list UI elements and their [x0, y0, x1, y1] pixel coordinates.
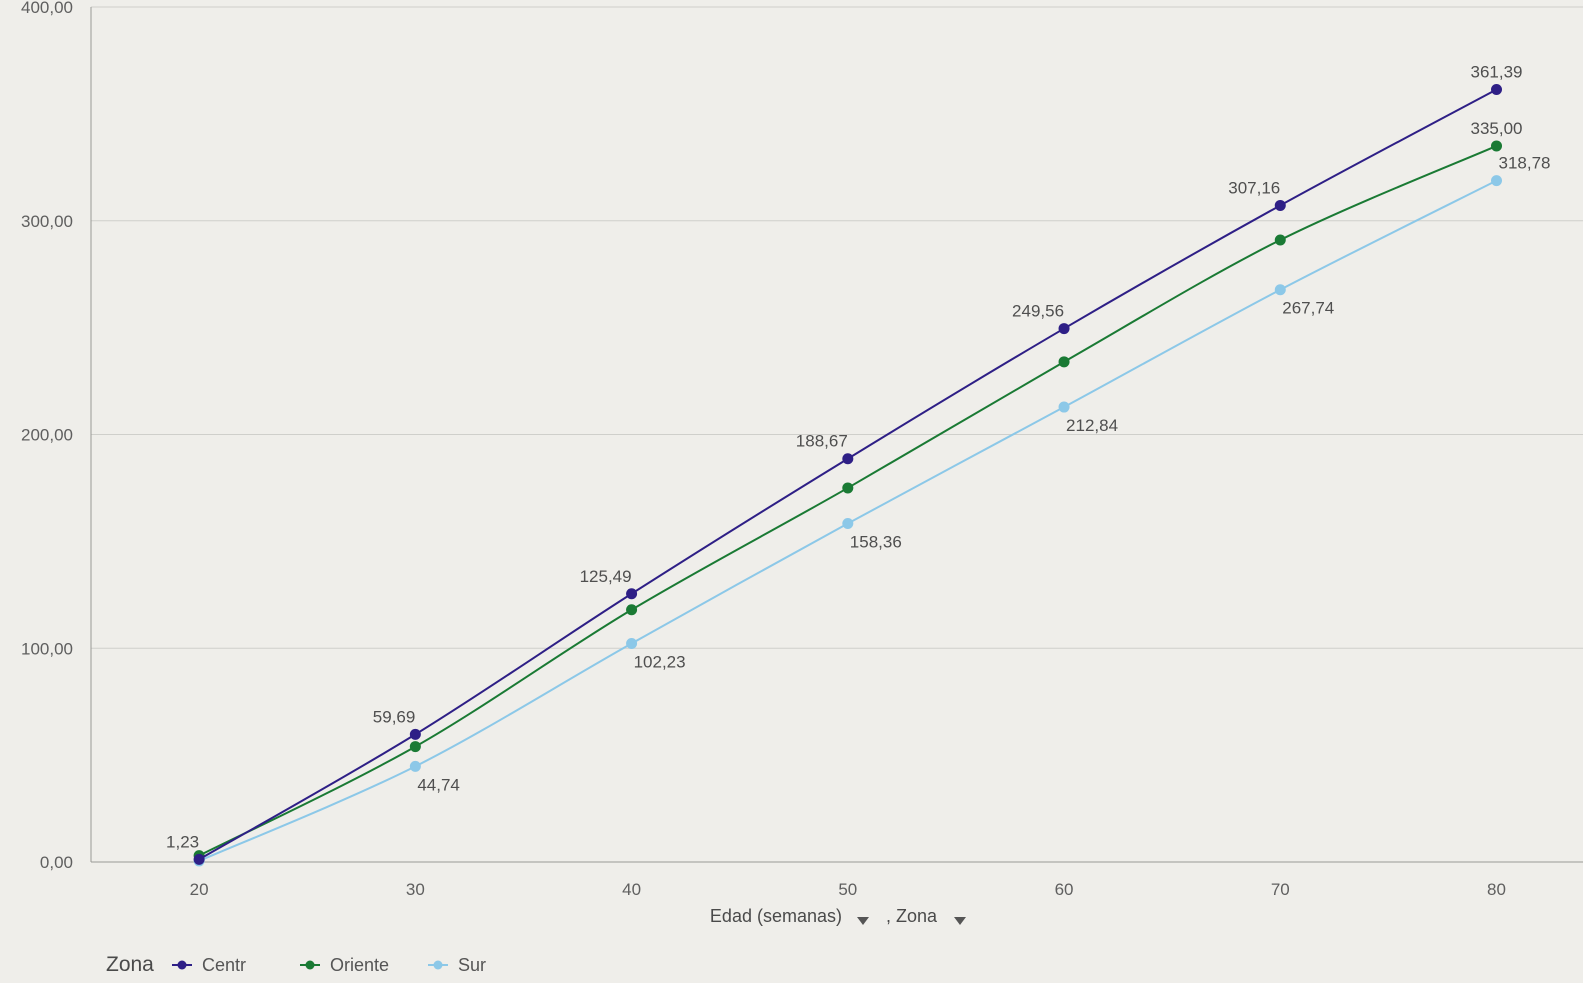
series-line-oriente [198, 145, 1497, 857]
data-point-sur[interactable] [1058, 401, 1070, 413]
data-point-oriente[interactable] [842, 482, 854, 494]
chevron-down-icon[interactable] [954, 917, 966, 925]
legend-marker-centr [177, 960, 187, 970]
x-axis-title-edad[interactable]: Edad (semanas) [710, 906, 842, 926]
series-line-centr [198, 88, 1497, 861]
data-point-centr[interactable] [626, 588, 638, 600]
y-tick-label: 0,00 [40, 853, 73, 872]
data-label-oriente: 335,00 [1471, 119, 1523, 138]
legend-item-centr[interactable]: Centr [172, 955, 246, 975]
data-label-sur: 318,78 [1499, 154, 1551, 173]
data-point-centr[interactable] [842, 453, 854, 465]
x-tick-label: 40 [622, 880, 641, 899]
data-label-centr: 125,49 [580, 567, 632, 586]
data-label-sur: 44,74 [417, 775, 460, 794]
data-point-sur[interactable] [626, 637, 638, 649]
y-tick-label: 400,00 [21, 0, 73, 17]
y-tick-label: 300,00 [21, 212, 73, 231]
legend: Zona Centr Oriente Sur [106, 953, 486, 976]
legend-item-oriente[interactable]: Oriente [300, 955, 389, 975]
data-label-sur: 267,74 [1282, 299, 1334, 318]
data-labels: 1,23 59,69 125,49 188,67 249,56 307,16 361,39 3… [166, 63, 1550, 852]
data-point-centr[interactable] [409, 728, 421, 740]
y-tick-label: 100,00 [21, 639, 73, 658]
data-label-centr: 188,67 [796, 432, 848, 451]
chevron-down-icon[interactable] [857, 917, 869, 925]
data-point-oriente[interactable] [1274, 234, 1286, 246]
data-label-centr: 361,39 [1471, 63, 1523, 82]
data-point-sur[interactable] [842, 518, 854, 530]
data-point-oriente[interactable] [409, 741, 421, 753]
legend-marker-oriente [305, 960, 315, 970]
x-tick-label: 30 [406, 880, 425, 899]
x-tick-label: 80 [1487, 880, 1506, 899]
data-point-oriente[interactable] [1058, 356, 1070, 368]
data-label-sur: 158,36 [850, 533, 902, 552]
legend-title: Zona [106, 953, 154, 976]
data-point-centr[interactable] [1274, 199, 1286, 211]
data-label-centr: 1,23 [166, 832, 199, 851]
data-point-centr[interactable] [1491, 84, 1503, 96]
x-axis-title: Edad (semanas) , Zona [710, 906, 966, 926]
data-point-sur[interactable] [409, 760, 421, 772]
x-tick-label: 70 [1271, 880, 1290, 899]
data-point-sur[interactable] [1491, 175, 1503, 187]
data-point-centr[interactable] [1058, 323, 1070, 335]
x-tick-label: 20 [190, 880, 209, 899]
legend-label-sur: Sur [458, 955, 486, 975]
axes: 0,00 100,00 200,00 300,00 400,00 20 30 40 50 60 70… [21, 0, 1583, 899]
legend-label-oriente: Oriente [330, 955, 389, 975]
data-label-centr: 59,69 [373, 707, 416, 726]
data-point-oriente[interactable] [1491, 140, 1503, 152]
x-axis-title-zona[interactable]: , Zona [886, 906, 938, 926]
x-tick-label: 50 [838, 880, 857, 899]
legend-label-centr: Centr [202, 955, 246, 975]
data-label-centr: 249,56 [1012, 302, 1064, 321]
legend-item-sur[interactable]: Sur [428, 955, 486, 975]
data-point-sur[interactable] [1274, 284, 1286, 296]
series-lines [193, 84, 1503, 867]
legend-marker-sur [433, 960, 443, 970]
grid-lines [91, 6, 1583, 649]
data-label-sur: 212,84 [1066, 416, 1118, 435]
data-label-centr: 307,16 [1228, 178, 1280, 197]
data-point-oriente[interactable] [626, 604, 638, 616]
data-point-centr[interactable] [193, 853, 205, 865]
y-tick-label: 200,00 [21, 426, 73, 445]
x-tick-label: 60 [1055, 880, 1074, 899]
data-label-sur: 102,23 [634, 652, 686, 671]
